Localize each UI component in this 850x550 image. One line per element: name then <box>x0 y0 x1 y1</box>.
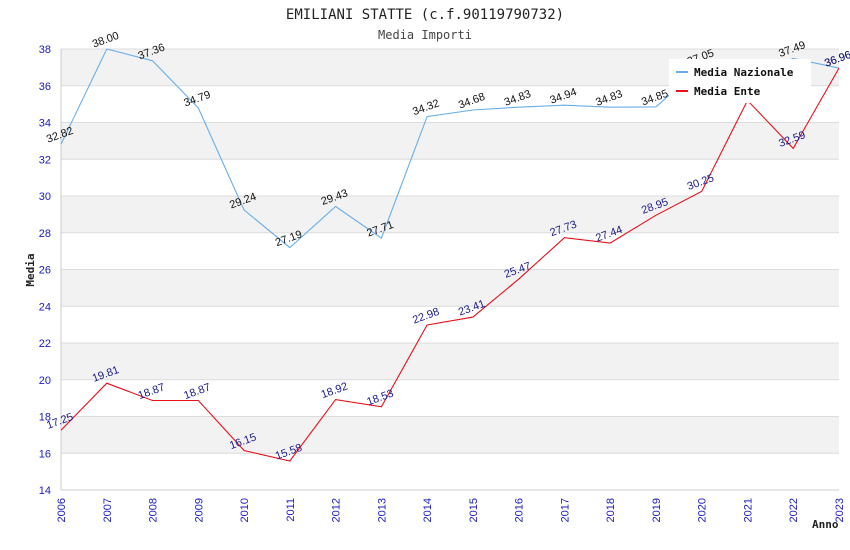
x-tick-label: 2010 <box>239 498 251 522</box>
x-tick-label: 2013 <box>376 498 388 522</box>
y-tick-label: 16 <box>39 448 51 460</box>
y-tick-label: 32 <box>39 154 51 166</box>
y-tick-label: 18 <box>39 412 51 424</box>
x-tick-label: 2008 <box>148 498 160 522</box>
x-tick-label: 2015 <box>468 498 480 522</box>
plot-band <box>61 122 839 160</box>
plot-band <box>61 306 839 343</box>
x-tick-label: 2022 <box>788 498 800 522</box>
y-tick-label: 22 <box>39 338 51 350</box>
grid-lines <box>60 48 839 491</box>
x-tick-label: 2018 <box>605 498 617 522</box>
y-axis-ticks: 14 16 18 20 22 24 26 28 30 32 34 36 38 <box>39 44 51 497</box>
x-tick-label: 2009 <box>193 498 205 522</box>
x-axis-label: Anno <box>812 518 839 531</box>
legend: Media Nazionale Media Ente <box>669 59 811 103</box>
plot-bands <box>61 49 839 490</box>
legend-label: Media Nazionale <box>694 66 794 79</box>
y-tick-label: 30 <box>39 191 51 203</box>
x-tick-label: 2016 <box>514 498 526 522</box>
legend-box <box>669 59 811 103</box>
x-tick-label: 2006 <box>56 498 68 522</box>
x-tick-label: 2007 <box>102 498 114 522</box>
plot-band <box>61 379 839 417</box>
y-tick-label: 24 <box>39 301 51 313</box>
x-tick-label: 2014 <box>422 498 434 522</box>
x-tick-label: 2023 <box>834 498 846 522</box>
y-tick-label: 26 <box>39 265 51 277</box>
x-tick-label: 2019 <box>651 498 663 522</box>
x-tick-label: 2017 <box>559 498 571 522</box>
x-tick-label: 2020 <box>697 498 709 522</box>
y-tick-label: 28 <box>39 228 51 240</box>
chart-subtitle: Media Importi <box>378 28 472 42</box>
plot-band <box>61 343 839 380</box>
y-tick-label: 20 <box>39 375 51 387</box>
y-tick-label: 34 <box>39 118 51 130</box>
legend-label: Media Ente <box>694 85 761 98</box>
x-tick-label: 2011 <box>285 498 297 522</box>
y-tick-label: 14 <box>39 485 51 497</box>
plot-band <box>61 196 839 233</box>
y-axis-label: Media <box>24 253 37 286</box>
chart-title: EMILIANI STATTE (c.f.90119790732) <box>286 7 564 23</box>
y-tick-label: 38 <box>39 44 51 56</box>
plot-band <box>61 159 839 196</box>
plot-band <box>61 232 839 270</box>
x-axis-ticks: 2006 2007 2008 2009 2010 2011 2012 2013 2014 2015… <box>56 498 846 522</box>
plot-band <box>61 269 839 307</box>
data-label: 38.00 <box>91 30 121 51</box>
series-line-media-ente <box>60 67 840 462</box>
plot-band <box>61 416 839 454</box>
x-tick-label: 2021 <box>742 498 754 522</box>
plot-band <box>61 453 839 490</box>
y-tick-label: 36 <box>39 81 51 93</box>
x-tick-label: 2012 <box>331 498 343 522</box>
